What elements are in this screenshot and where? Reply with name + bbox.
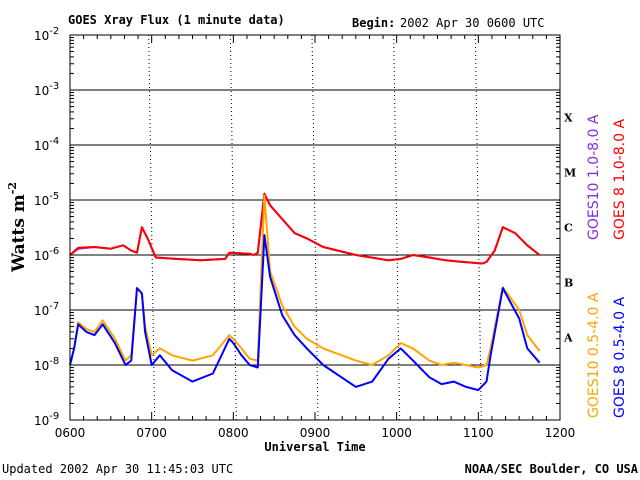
y-tick-label: 10-8 [34,356,59,373]
hour-dash-markers [148,34,482,421]
y-axis-ticks: 10-2 10-3 10-4 10-5 10-6 10-7 10-8 10-9 [34,26,560,428]
updated-timestamp: Updated 2002 Apr 30 11:45:03 UTC [2,462,233,476]
begin-value: 2002 Apr 30 0600 UTC [400,16,545,30]
y-axis-label-group: Watts m-2 [6,182,29,273]
series-line-1 [69,192,541,265]
y-tick-label: 10-7 [34,301,59,318]
hour-marker [229,34,237,421]
begin-label: Begin: [352,16,395,30]
flare-class-a: A [563,332,573,345]
flare-class-x: X [564,112,573,125]
x-tick-label: 0600 [55,426,86,440]
y-tick-label: 10-3 [34,81,59,98]
legend-entry-0: GOES10 1.0-8.0 A [586,114,602,240]
legend-entry-3: GOES 8 0.5-4.0 A [612,297,628,418]
hour-marker [474,34,482,421]
y-axis-label-exponent: -2 [6,182,19,194]
flare-class-labels: X M C B A [563,112,576,345]
flare-class-c: C [564,222,573,235]
y-tick-label: 10-9 [34,411,59,428]
x-tick-label: 1200 [545,426,576,440]
chart-title: GOES Xray Flux (1 minute data) [68,13,285,27]
hour-marker [148,34,156,421]
flare-class-b: B [564,277,573,290]
x-axis-ticks: 0600 0700 0800 0900 1000 1100 1200 [55,35,576,440]
y-tick-label: 10-5 [34,191,59,208]
y-tick-label: 10-4 [34,136,59,153]
series-lines [69,192,541,392]
x-tick-label: 0700 [136,426,167,440]
x-tick-label: 1000 [381,426,412,440]
y-tick-label: 10-6 [34,246,59,263]
credit-text: NOAA/SEC Boulder, CO USA [465,462,639,476]
x-tick-label: 0900 [300,426,331,440]
series-line-3 [69,234,541,392]
series-line-2 [69,194,541,369]
x-tick-label: 1100 [463,426,494,440]
hour-marker [393,34,401,421]
y-axis-label: Watts m-2 [6,182,29,273]
flare-class-m: M [564,167,576,180]
hour-marker [311,34,319,421]
y-tick-label: 10-2 [34,26,59,43]
y-axis-label-text: Watts m [9,194,29,273]
legend-entry-2: GOES10 0.5-4.0 A [586,292,602,418]
legend: GOES10 1.0-8.0 A GOES 8 1.0-8.0 A GOES10 0… [586,114,628,418]
legend-entry-1: GOES 8 1.0-8.0 A [612,119,628,240]
x-axis-label: Universal Time [264,440,365,454]
x-tick-label: 0800 [218,426,249,440]
